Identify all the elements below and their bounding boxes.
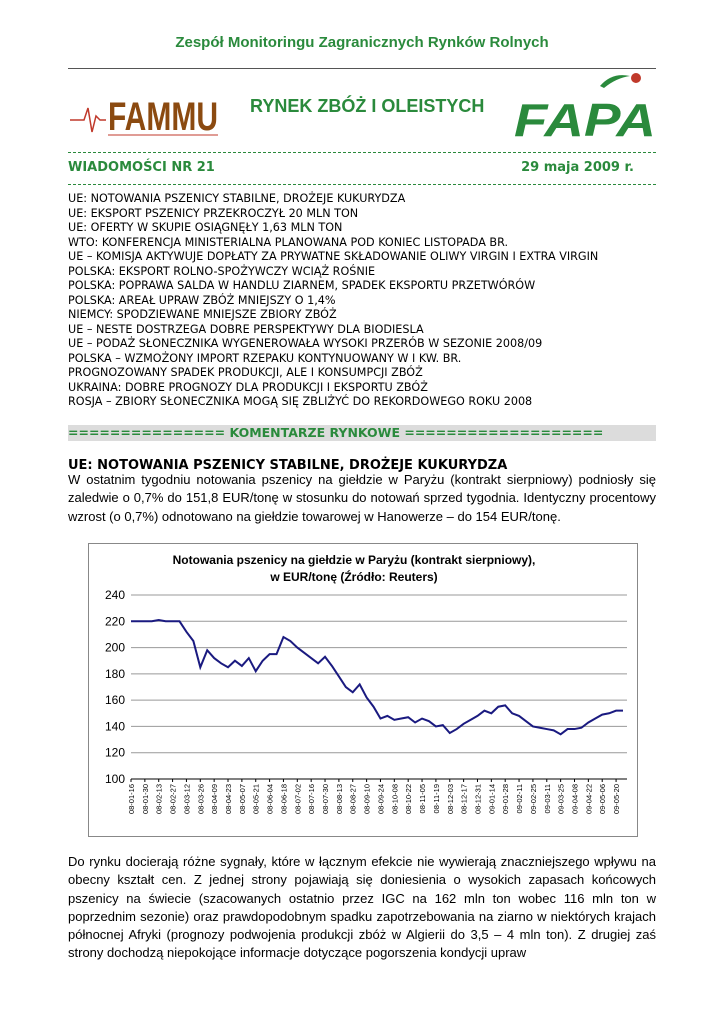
chart-title: Notowania pszenicy na giełdzie w Paryżu … [173,553,536,567]
headline: UE: OFERTY W SKUPIE OSIĄGNĘŁY 1,63 MLN T… [68,221,343,234]
x-tick-label: 08-12-17 [460,784,469,814]
x-tick-label: 08-09-10 [363,784,372,814]
logo-text: FAMMU [108,95,218,139]
x-tick-label: 08-06-04 [266,784,275,814]
dashed-rule [68,184,656,185]
x-tick-label: 09-02-11 [515,784,524,813]
x-tick-label: 08-11-05 [418,784,427,813]
logo-text: FAPA [514,94,656,142]
x-tick-label: 08-10-22 [404,784,413,814]
x-tick-label: 08-05-07 [238,784,247,814]
x-tick-label: 08-09-24 [376,784,385,814]
logo-fapa: FAPA [514,73,656,142]
x-tick-label: 08-08-13 [335,784,344,814]
x-tick-label: 09-02-25 [529,784,538,814]
y-tick-label: 240 [105,588,125,602]
chart-title: w EUR/tonę (Źródło: Reuters) [269,569,437,584]
x-tick-label: 08-02-27 [169,784,178,814]
headline: POLSKA – WZMOŻONY IMPORT RZEPAKU KONTYNU… [68,351,462,365]
headline: UKRAINA: DOBRE PROGNOZY DLA PRODUKCJI I … [68,380,428,394]
section-header: =============== KOMENTARZE RYNKOWE =====… [68,425,656,441]
x-tick-label: 09-05-20 [612,784,621,814]
x-tick-label: 08-02-13 [155,784,164,814]
chart-frame: Notowania pszenicy na giełdzie w Paryżu … [88,543,638,837]
headline: UE: EKSPORT PSZENICY PRZEKROCZYŁ 20 MLN … [68,206,359,220]
x-tick-label: 09-03-11 [543,784,552,813]
x-tick-label: 08-03-12 [182,784,191,814]
issue-date: 29 maja 2009 r. [521,160,634,175]
x-tick-label: 08-12-03 [446,784,455,814]
publication-title: RYNEK ZBÓŻ I OLEISTYCH [250,96,485,116]
x-tick-label: 08-01-16 [127,784,136,814]
paragraph: Do rynku docierają różne sygnały, które … [68,854,656,961]
issue-number: WIADOMOŚCI NR 21 [68,160,215,175]
paragraph: W ostatnim tygodniu notowania pszenicy n… [68,472,656,524]
headline: NIEMCY: SPODZIEWANE MNIEJSZE ZBIORY ZBÓŻ [68,308,337,321]
x-tick-label: 08-07-30 [321,784,330,814]
headline: ROSJA – ZBIORY SŁONECZNIKA MOGĄ SIĘ ZBLI… [68,395,533,408]
y-tick-label: 180 [105,667,125,681]
x-tick-label: 09-03-25 [557,784,566,814]
x-tick-label: 09-01-28 [501,784,510,814]
x-tick-label: 08-08-27 [349,784,358,814]
dashed-rule [68,152,656,153]
x-tick-label: 09-04-22 [584,784,593,814]
headline: UE – NESTE DOSTRZEGA DOBRE PERSPEKTYWY D… [68,322,424,336]
x-tick-label: 09-04-08 [570,784,579,814]
x-tick-label: 08-04-23 [224,784,233,814]
chart: Notowania pszenicy na giełdzie w Paryżu … [105,553,627,814]
headline: POLSKA: AREAŁ UPRAW ZBÓŻ MNIEJSZY O 1,4% [68,293,336,307]
x-tick-label: 08-07-02 [293,784,302,814]
headline: UE: NOTOWANIA PSZENICY STABILNE, DROŻEJE… [68,192,406,205]
x-tick-label: 08-07-16 [307,784,316,814]
x-tick-label: 08-12-31 [473,784,482,814]
x-tick-label: 09-01-14 [487,784,496,814]
y-tick-label: 160 [105,693,125,707]
x-tick-label: 08-06-18 [279,784,288,814]
y-tick-label: 140 [105,719,125,733]
article-heading: UE: NOTOWANIA PSZENICY STABILNE, DROŻEJE… [68,458,508,473]
rule [68,68,656,69]
headline: UE – KOMISJA AKTYWUJE DOPŁATY ZA PRYWATN… [68,250,599,263]
headline: PROGNOZOWANY SPADEK PRODUKCJI, ALE I KON… [68,366,423,379]
x-tick-label: 08-11-19 [432,784,441,813]
x-tick-label: 08-04-09 [210,784,219,814]
headline: POLSKA: EKSPORT ROLNO-SPOŻYWCZY WCIĄŻ RO… [68,264,376,278]
headline: WTO: KONFERENCJA MINISTERIALNA PLANOWANA… [68,235,509,249]
line [131,618,623,736]
y-tick-label: 100 [105,772,125,786]
x-tick-label: 08-03-26 [196,784,205,814]
headline-list: UE: NOTOWANIA PSZENICY STABILNE, DROŻEJE… [68,192,598,410]
x-tick-label: 08-10-08 [390,784,399,814]
logo-fammu: FAMMU [70,95,218,139]
y-tick-label: 200 [105,641,125,655]
organization: Zespół Monitoringu Zagranicznych Rynków … [175,34,549,51]
headline: POLSKA: POPRAWA SALDA W HANDLU ZIARNEM, … [68,279,536,292]
y-tick-label: 120 [105,746,125,760]
x-tick-label: 09-05-06 [598,784,607,814]
x-tick-label: 08-01-30 [141,784,150,814]
headline: UE – PODAŻ SŁONECZNIKA WYGENEROWAŁA WYSO… [68,337,543,350]
x-tick-label: 08-05-21 [252,784,261,814]
y-tick-label: 220 [105,614,125,628]
